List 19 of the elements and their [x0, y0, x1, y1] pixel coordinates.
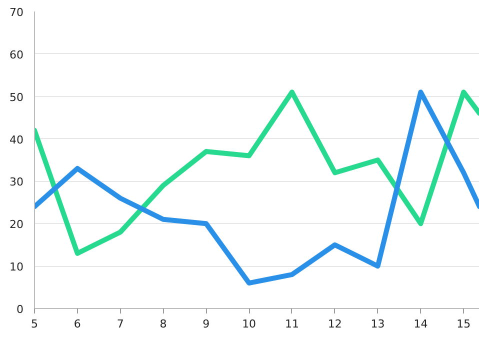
- x-tick-label: 7: [116, 318, 124, 330]
- y-tick-label: 70: [10, 6, 24, 19]
- x-tick-label: 5: [31, 318, 38, 330]
- y-tick-label: 20: [10, 218, 24, 232]
- x-tick-label: 8: [160, 318, 167, 330]
- x-tick-label: 11: [284, 318, 299, 330]
- y-tick-label: 10: [10, 260, 24, 274]
- x-tick-label: 12: [328, 318, 342, 330]
- y-tick-label: 0: [16, 303, 24, 316]
- x-tick-label: 13: [370, 318, 385, 330]
- x-tick-label: 6: [74, 318, 81, 330]
- x-tick-label: 14: [414, 318, 428, 330]
- y-tick-label: 30: [10, 176, 24, 189]
- y-tick-label: 50: [10, 90, 24, 104]
- x-tick-label: 9: [202, 318, 210, 330]
- x-tick-label: 15: [456, 318, 471, 330]
- y-tick-label: 60: [10, 48, 24, 62]
- x-tick-label: 10: [242, 318, 256, 330]
- y-tick-label: 40: [10, 133, 24, 146]
